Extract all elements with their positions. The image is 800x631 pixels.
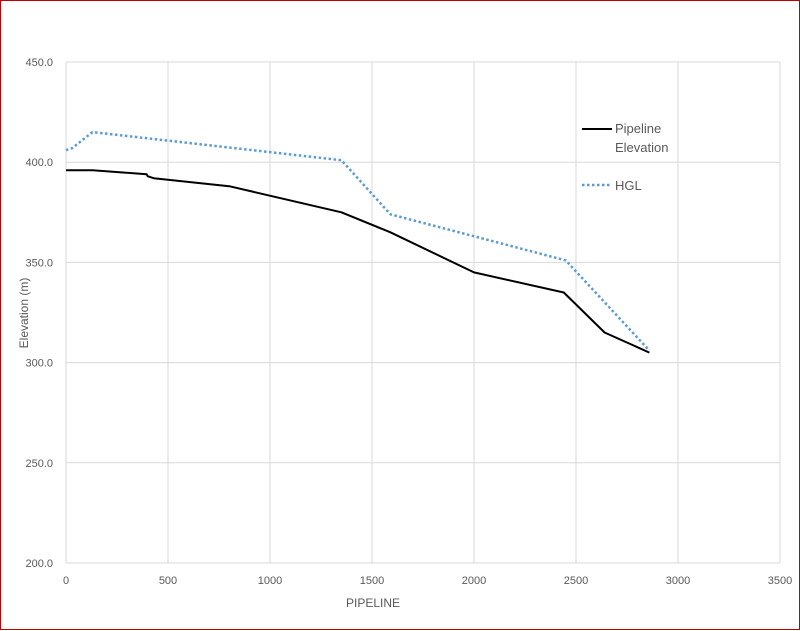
x-tick-label: 3000	[666, 575, 690, 587]
x-tick-label: 1500	[360, 575, 384, 587]
legend-label-hgl: HGL	[615, 178, 642, 193]
y-tick-label: 200.0	[25, 558, 53, 570]
series-lines	[65, 130, 651, 354]
x-tick-label: 2500	[564, 575, 588, 587]
y-tick-label: 350.0	[25, 257, 53, 269]
legend-label-pipeline-elevation-line1: Pipeline	[615, 121, 661, 136]
x-tick-label: 3500	[768, 575, 792, 587]
x-tick-label: 500	[159, 575, 177, 587]
legend-label-pipeline-elevation-line2: Elevation	[615, 140, 668, 155]
x-tick-label: 2000	[462, 575, 486, 587]
legend: Pipeline Elevation HGL	[582, 121, 668, 193]
y-tick-label: 400.0	[25, 157, 53, 169]
x-axis-title: PIPELINE	[346, 596, 400, 610]
x-tick-label: 0	[63, 575, 69, 587]
series-line-pipeline-elevation	[66, 169, 650, 354]
series-line-hgl	[65, 130, 651, 352]
y-tick-label: 450.0	[25, 57, 53, 69]
y-tick-label: 300.0	[25, 358, 53, 370]
x-tick-label: 1000	[258, 575, 282, 587]
tick-labels: 0 500 1000 1500 2000 2500 3000 3500 200.0 250.0 30…	[25, 57, 792, 587]
y-tick-label: 250.0	[25, 458, 53, 470]
gridlines	[65, 61, 781, 564]
y-axis-title: Elevation (m)	[17, 278, 31, 349]
